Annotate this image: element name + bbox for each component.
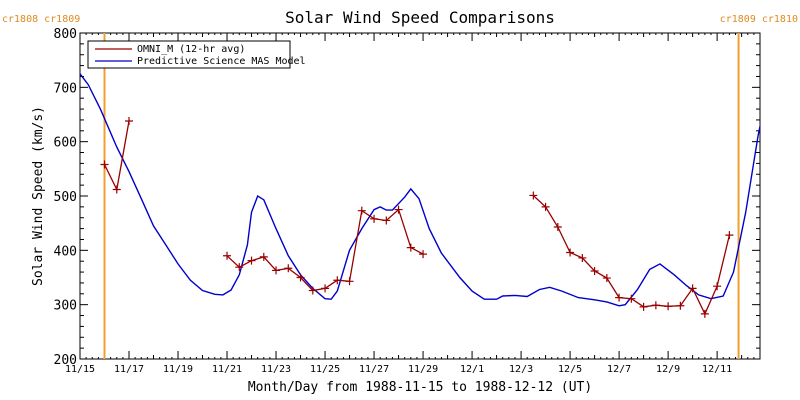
data-point-omni <box>553 222 562 231</box>
x-tick-label: 11/15 <box>65 364 95 375</box>
y-tick-label: 500 <box>54 190 77 205</box>
legend-box <box>87 40 291 69</box>
data-point-omni <box>639 302 648 311</box>
x-tick-label: 11/25 <box>310 364 340 375</box>
x-tick-label: 12/3 <box>509 364 533 375</box>
data-point-omni <box>308 286 317 295</box>
data-point-omni <box>284 264 293 273</box>
carrington-label: cr1808 cr1809 <box>2 14 80 25</box>
series-line-omni <box>103 120 130 192</box>
chart-title: Solar Wind Speed Comparisons <box>285 8 555 27</box>
x-axis: 11/15 11/17 11/19 11/21 11/23 11/25 11/27 11/29… <box>65 33 755 375</box>
data-point-omni <box>688 284 697 293</box>
x-tick-label: 11/21 <box>212 364 242 375</box>
x-tick-label: 11/17 <box>114 364 144 375</box>
data-point-omni <box>419 250 428 259</box>
data-point-omni <box>223 251 232 260</box>
data-point-omni <box>247 256 256 265</box>
data-point-omni <box>627 294 636 303</box>
y-tick-label: 400 <box>54 244 77 259</box>
data-point-omni <box>529 191 538 200</box>
data-point-omni <box>651 301 660 310</box>
y-tick-label: 300 <box>54 299 77 314</box>
data-point-omni <box>615 293 624 302</box>
data-point-omni <box>725 231 734 240</box>
x-axis-label: Month/Day from 1988-11-15 to 1988-12-12 … <box>248 380 592 395</box>
x-tick-label: 11/27 <box>359 364 389 375</box>
data-point-omni <box>406 243 415 252</box>
data-point-omni <box>100 160 109 169</box>
data-point-omni <box>235 263 244 272</box>
y-tick-label: 600 <box>54 136 77 151</box>
x-tick-label: 12/1 <box>460 364 484 375</box>
x-tick-label: 12/11 <box>702 364 732 375</box>
data-point-omni <box>676 301 685 310</box>
y-axis: 200 300 400 500 600 700 800 <box>54 27 760 368</box>
data-point-omni <box>296 273 305 282</box>
data-point-omni <box>602 274 611 283</box>
data-point-omni <box>272 266 281 275</box>
data-point-omni <box>333 276 342 285</box>
x-tick-label: 11/19 <box>163 364 193 375</box>
x-tick-label: 12/5 <box>558 364 582 375</box>
y-tick-label: 700 <box>54 81 77 96</box>
data-point-omni <box>112 185 121 194</box>
data-point-omni <box>566 248 575 257</box>
x-tick-label: 11/29 <box>408 364 438 375</box>
y-tick-label: 200 <box>54 353 77 368</box>
y-tick-label: 800 <box>54 27 77 42</box>
x-tick-label: 12/9 <box>656 364 680 375</box>
carrington-label: cr1809 cr1810 <box>720 14 798 25</box>
data-point-omni <box>700 309 709 318</box>
x-tick-label: 11/23 <box>261 364 291 375</box>
data-point-omni <box>125 117 134 126</box>
carrington-markers: cr1808 cr1809 cr1809 cr1810 <box>2 14 798 359</box>
data-point-omni <box>713 282 722 291</box>
series-line-mas-model <box>80 73 760 307</box>
legend: OMNI_M (12-hr avg) Predictive Science MA… <box>87 40 306 69</box>
series-line-omni <box>226 208 424 292</box>
series-layer <box>80 73 760 318</box>
data-point-omni <box>382 216 391 225</box>
data-point-omni <box>541 202 550 211</box>
data-point-omni <box>664 302 673 311</box>
data-point-omni <box>578 253 587 262</box>
plot-frame <box>79 32 761 360</box>
y-axis-label: Solar Wind Speed (km/s) <box>31 106 46 286</box>
data-point-omni <box>357 206 366 215</box>
x-tick-label: 12/7 <box>607 364 631 375</box>
data-point-omni <box>590 266 599 275</box>
legend-label-omni: OMNI_M (12-hr avg) <box>137 44 245 55</box>
data-point-omni <box>394 205 403 214</box>
data-point-omni <box>321 284 330 293</box>
data-point-omni <box>370 214 379 223</box>
legend-label-mas: Predictive Science MAS Model <box>137 56 306 67</box>
data-point-omni <box>259 252 268 261</box>
data-point-omni <box>345 277 354 286</box>
